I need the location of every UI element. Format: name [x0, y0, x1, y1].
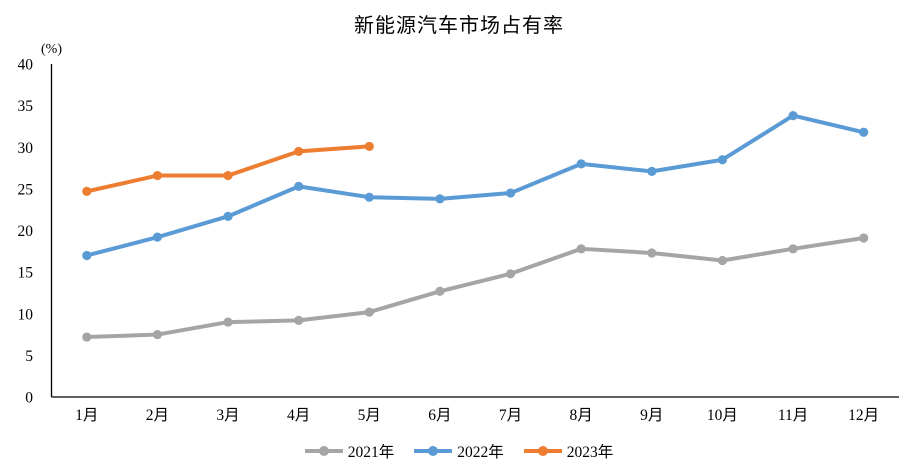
data-point-2021年-12月	[859, 233, 869, 243]
data-point-2021年-1月	[82, 332, 92, 342]
legend-marker-dot	[537, 446, 548, 456]
data-point-2023年-2月	[152, 170, 163, 181]
legend-marker-dot	[318, 446, 329, 456]
data-point-2022年-8月	[576, 159, 586, 169]
x-axis-tick-label: 4月	[287, 407, 310, 424]
data-point-2023年-5月	[364, 141, 374, 152]
data-point-2022年-5月	[364, 192, 374, 202]
legend-marker-dot	[428, 446, 439, 456]
series-line-2021年	[84, 235, 866, 340]
data-point-2023年-1月	[82, 186, 92, 196]
data-point-2021年-8月	[576, 244, 586, 254]
data-point-2023年-3月	[223, 170, 233, 181]
data-point-2021年-5月	[364, 307, 374, 317]
legend-item-2023年: 2023年	[523, 440, 614, 462]
data-point-2022年-6月	[435, 194, 445, 204]
data-point-2022年-4月	[294, 181, 304, 191]
x-axis-tick-label: 8月	[570, 407, 593, 424]
data-point-2023年-4月	[294, 146, 304, 157]
legend-item-2021年: 2021年	[304, 440, 395, 462]
legend-item-2022年: 2022年	[414, 440, 504, 462]
x-axis-tick-label: 6月	[428, 407, 451, 424]
data-point-2022年-2月	[152, 232, 163, 242]
x-axis-tick-label: 3月	[216, 407, 239, 424]
x-axis-tick-label: 11月	[778, 407, 808, 424]
data-point-2021年-9月	[647, 248, 657, 258]
y-axis-tick-label: 0	[25, 390, 33, 407]
data-point-2021年-7月	[505, 269, 516, 279]
series-line-2023年	[84, 144, 372, 194]
legend-label: 2021年	[347, 444, 395, 461]
x-axis-tick-label: 9月	[640, 407, 663, 424]
y-axis-tick-label: 40	[18, 57, 34, 74]
data-point-2021年-4月	[294, 315, 304, 326]
data-point-2021年-6月	[435, 286, 445, 296]
data-point-2022年-1月	[82, 250, 92, 261]
data-point-2021年-11月	[788, 244, 798, 254]
x-axis-tick-label: 5月	[358, 407, 381, 424]
chart-title: 新能源汽车市场占有率	[354, 15, 564, 37]
legend-label: 2023年	[566, 444, 614, 461]
data-point-2021年-2月	[152, 329, 163, 340]
x-axis-tick-label: 1月	[75, 407, 98, 424]
data-point-2022年-12月	[859, 127, 869, 137]
line-chart: 0 5 10 15 20 25 30 35 40 1月 2月 3月 4月 5月 6月 7月 8月 9月 10月 11月…	[18, 57, 899, 424]
x-axis-tick-label: 12月	[848, 407, 879, 424]
y-axis-tick-label: 30	[18, 140, 34, 157]
legend-marker-icon	[304, 446, 343, 456]
y-axis-unit-label: (%)	[41, 42, 62, 57]
chart-legend: 2021年 2022年 2023年	[0, 438, 918, 464]
x-axis-tick-label: 2月	[146, 407, 169, 424]
data-point-2022年-10月	[717, 155, 728, 165]
y-axis-tick-label: 5	[25, 348, 33, 365]
legend-marker-icon	[414, 446, 453, 456]
data-point-2022年-3月	[223, 211, 233, 221]
legend-marker-icon	[523, 446, 562, 456]
x-axis-tick-label: 7月	[499, 407, 522, 424]
legend-label: 2022年	[457, 444, 504, 461]
y-axis-tick-label: 20	[18, 223, 34, 240]
data-point-2021年-10月	[717, 255, 728, 266]
series-line-2022年	[84, 113, 866, 258]
y-axis-tick-label: 10	[18, 306, 34, 323]
data-point-2022年-11月	[788, 111, 798, 121]
data-point-2022年-7月	[505, 188, 516, 198]
x-axis-tick-label: 10月	[707, 407, 738, 424]
data-point-2022年-9月	[647, 166, 657, 176]
y-axis-tick-label: 35	[18, 98, 34, 115]
y-axis-tick-label: 25	[18, 181, 34, 198]
data-point-2021年-3月	[223, 317, 233, 327]
y-axis-tick-label: 15	[18, 265, 34, 282]
